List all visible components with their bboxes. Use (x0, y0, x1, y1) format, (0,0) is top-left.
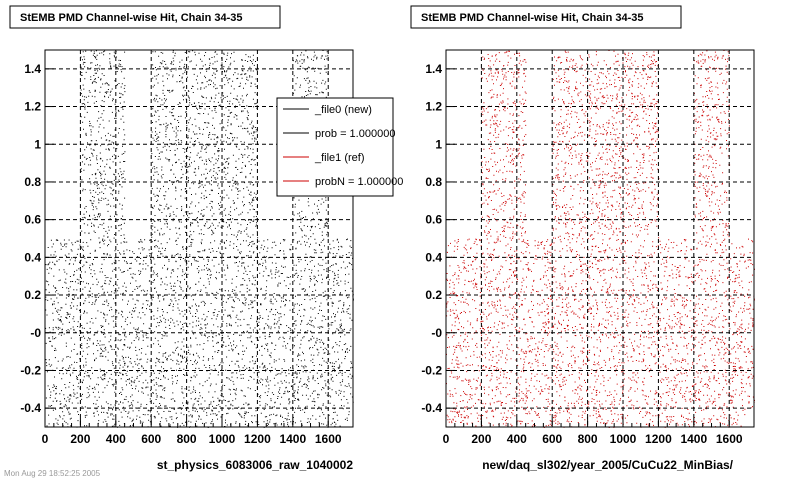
left-ytick-label-2: -0 (30, 326, 41, 340)
right-grid (446, 50, 754, 427)
left-ytick-label-3: 0.2 (24, 288, 41, 302)
right-hit-band-0 (446, 238, 483, 427)
left-xtick-label-5: 1000 (209, 432, 236, 446)
left-hit-band-5 (186, 50, 259, 429)
left-plot-frame (44, 49, 354, 428)
left-ytick-label-0: -0.4 (20, 401, 41, 415)
right-plot-frame (445, 49, 755, 428)
left-hit-band-3 (124, 239, 153, 428)
left-x-axis-label: st_physics_6083006_raw_1040002 (157, 458, 353, 472)
right-hit-band-5 (587, 50, 660, 428)
right-ytick-label-1: -0.2 (421, 363, 442, 377)
right-ytick-label-4: 0.4 (425, 250, 442, 264)
left-hit-band-0 (45, 239, 82, 428)
right-ytick-label-0: -0.4 (421, 401, 442, 415)
legend-label-new: _file0 (new) (314, 104, 372, 116)
right-axis-ticks: 0 200 400 600 800 1000 1200 1400 1600 -0.4 -0.2 -0 0… (421, 62, 743, 446)
right-data-points (446, 50, 755, 428)
right-ytick-label-7: 1 (435, 137, 442, 151)
right-chart-title: StEMB PMD Channel-wise Hit, Chain 34-35 (421, 12, 643, 24)
right-hit-band-1 (481, 52, 504, 426)
right-ytick-label-6: 0.8 (425, 175, 442, 189)
right-ytick-label-5: 0.6 (425, 213, 442, 227)
footer-timestamp: Mon Aug 29 18:52:25 2005 (4, 469, 101, 478)
left-ytick-label-1: -0.2 (20, 363, 41, 377)
right-ytick-label-2: -0 (431, 326, 442, 340)
legend-label-probn: probN = 1.000000 (315, 176, 403, 188)
right-xtick-label-6: 1200 (645, 432, 672, 446)
left-xtick-label-1: 200 (70, 432, 90, 446)
left-chart-panel: StEMB PMD Channel-wise Hit, Chain 34-35 … (9, 5, 354, 472)
legend-box (276, 97, 394, 197)
left-xtick-label-7: 1400 (279, 432, 306, 446)
left-hit-band-6 (257, 239, 294, 428)
legend: _file0 (new) prob = 1.000000 _file1 (ref… (276, 97, 403, 197)
legend-label-ref: _file1 (ref) (314, 152, 365, 164)
left-hit-band-2 (101, 50, 126, 428)
right-ytick-label-3: 0.2 (425, 288, 442, 302)
right-xtick-label-4: 800 (578, 432, 598, 446)
left-xtick-label-0: 0 (42, 432, 49, 446)
right-title-box (410, 5, 682, 29)
left-hit-band-4 (151, 50, 188, 428)
right-xtick-label-3: 600 (542, 432, 562, 446)
right-xtick-label-0: 0 (443, 432, 450, 446)
legend-label-prob: prob = 1.000000 (315, 128, 395, 140)
right-xtick-label-5: 1000 (610, 432, 637, 446)
left-ytick-label-9: 1.4 (24, 62, 41, 76)
left-xtick-label-3: 600 (141, 432, 161, 446)
left-grid (45, 50, 353, 427)
left-title-box (9, 5, 281, 29)
right-xtick-label-2: 400 (507, 432, 527, 446)
left-ytick-label-6: 0.8 (24, 175, 41, 189)
left-ytick-label-7: 1 (34, 137, 41, 151)
left-xtick-label-6: 1200 (244, 432, 271, 446)
left-ytick-label-4: 0.4 (24, 250, 41, 264)
right-hit-band-3 (525, 239, 553, 428)
right-xtick-label-8: 1600 (716, 432, 743, 446)
right-xtick-label-7: 1400 (680, 432, 707, 446)
right-hit-band-6 (658, 239, 695, 428)
left-axis-ticks: 0 200 400 600 800 1000 1200 1400 1600 -0.4 -0.2 -0 0… (20, 62, 342, 446)
left-ytick-label-8: 1.2 (24, 100, 41, 114)
left-xtick-label-4: 800 (177, 432, 197, 446)
right-hit-band-4 (552, 50, 589, 428)
left-xtick-label-2: 400 (106, 432, 126, 446)
right-ytick-label-9: 1.4 (425, 62, 442, 76)
right-x-axis-label: new/daq_sl302/year_2005/CuCu22_MinBias/ (482, 458, 733, 472)
right-chart-panel: StEMB PMD Channel-wise Hit, Chain 34-35 … (410, 5, 755, 472)
right-ytick-label-8: 1.2 (425, 100, 442, 114)
left-xtick-label-8: 1600 (315, 432, 342, 446)
left-ytick-label-5: 0.6 (24, 213, 41, 227)
left-chart-title: StEMB PMD Channel-wise Hit, Chain 34-35 (20, 12, 242, 24)
right-xtick-label-1: 200 (471, 432, 491, 446)
